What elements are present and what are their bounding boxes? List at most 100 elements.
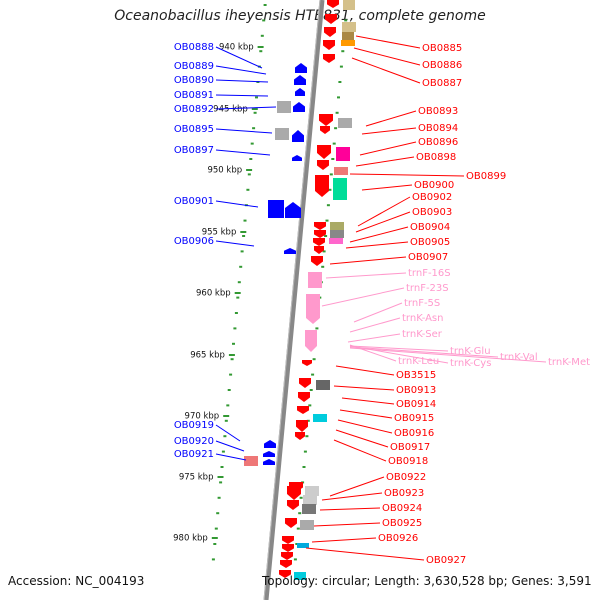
right-gene-label: OB0917	[390, 442, 430, 453]
reverse-gene-arrow	[314, 222, 326, 230]
reverse-gene-arrow	[323, 54, 335, 63]
reverse-gene-arrow	[298, 392, 310, 402]
rna-gene-label: trnK-Val	[500, 352, 538, 363]
scale-tick	[223, 415, 230, 417]
right-gene-label: OB0914	[396, 399, 436, 410]
misc-gene-block	[302, 504, 316, 514]
right-leader-line	[357, 196, 411, 227]
ruler-tick	[243, 219, 247, 222]
ruler-tick	[325, 219, 329, 222]
right-gene-label: OB0918	[388, 456, 428, 467]
left-leader-line	[215, 240, 255, 247]
rna-leader-line	[349, 345, 449, 352]
ruler-tick	[239, 265, 243, 268]
ruler-tick	[221, 450, 225, 453]
reverse-gene-arrow	[287, 500, 299, 510]
misc-gene-block	[277, 101, 291, 113]
left-gene-label: OB0888	[174, 42, 214, 53]
left-gene-label: OB0895	[174, 124, 214, 135]
ruler-tick	[321, 265, 325, 268]
scale-label: 980 kbp	[173, 534, 208, 544]
rna-gene-arrow	[306, 294, 320, 324]
right-gene-label: OB0925	[382, 518, 422, 529]
right-gene-label: OB0887	[422, 78, 462, 89]
ruler-tick	[344, 19, 348, 22]
right-leader-line	[321, 492, 383, 501]
ruler-tick	[299, 496, 303, 499]
left-gene-label: OB0897	[174, 145, 214, 156]
ruler-tick	[298, 512, 302, 515]
right-gene-label: OB0915	[394, 413, 434, 424]
ruler-tick	[326, 204, 330, 207]
right-leader-line	[335, 429, 389, 448]
right-leader-line	[335, 365, 395, 376]
ruler-tick	[229, 373, 233, 376]
reverse-gene-arrow	[302, 360, 312, 366]
left-leader-line	[215, 94, 269, 97]
misc-gene-block	[305, 486, 319, 496]
right-leader-line	[345, 241, 409, 249]
rna-gene-label: trnK-Cys	[450, 358, 491, 369]
left-leader-line	[215, 149, 271, 156]
left-gene-label: OB0920	[174, 436, 214, 447]
forward-gene-arrow	[295, 88, 305, 96]
reverse-gene-arrow	[315, 175, 329, 197]
ruler-tick	[334, 127, 338, 130]
misc-gene-block	[330, 230, 344, 238]
misc-gene-block	[300, 520, 314, 530]
forward-gene-arrow	[284, 248, 296, 254]
rna-gene-label: trnF-23S	[406, 283, 449, 294]
reverse-gene-arrow	[325, 14, 337, 24]
forward-gene-arrow	[294, 75, 306, 85]
right-leader-line	[353, 47, 421, 66]
rna-gene-labels: trnF-16S trnF-23S trnF-5S trnK-Asn trnK-Ser t…	[398, 268, 590, 369]
scale-label: 955 kbp	[202, 228, 237, 238]
left-gene-label: OB0889	[174, 61, 214, 72]
left-leader-line	[215, 65, 267, 75]
right-leader-line	[319, 507, 381, 511]
gene-features	[244, 0, 356, 580]
reverse-gene-arrow	[299, 378, 311, 388]
reverse-gene-arrow	[282, 536, 294, 544]
ruler-tick	[232, 342, 235, 345]
reverse-gene-arrow	[280, 560, 292, 568]
misc-gene-block	[330, 222, 344, 230]
ruler-tick	[312, 358, 316, 361]
rna-gene-label: trnK-Ser	[402, 329, 443, 340]
right-leader-line	[359, 141, 417, 156]
rna-leader-line	[353, 302, 403, 323]
rna-leader-line	[349, 317, 401, 333]
reverse-gene-arrow	[295, 432, 305, 440]
ruler-tick	[324, 235, 328, 237]
left-leader-line	[215, 79, 269, 83]
ruler-tick	[328, 188, 332, 191]
left-leader-line	[215, 440, 245, 452]
ruler-tick	[293, 558, 297, 561]
ruler-tick	[246, 188, 250, 191]
reverse-gene-arrow	[287, 486, 301, 500]
ruler-tick	[315, 327, 319, 330]
reverse-gene-arrow	[317, 160, 329, 170]
ruler-tick	[332, 142, 336, 145]
forward-gene-arrow	[295, 63, 307, 73]
misc-gene-block	[275, 128, 289, 140]
left-gene-label: OB0921	[174, 449, 214, 460]
right-gene-label: OB0916	[394, 428, 434, 439]
left-gene-label: OB0890	[174, 75, 214, 86]
rna-leader-line	[349, 347, 547, 363]
ruler-tick	[309, 389, 313, 391]
right-gene-label: OB0902	[412, 192, 452, 203]
reverse-gene-arrow	[323, 40, 335, 50]
right-leader-line	[341, 397, 395, 405]
right-gene-label: OB0923	[384, 488, 424, 499]
ruler-tick	[240, 250, 244, 253]
right-gene-label: OB0893	[418, 106, 458, 117]
rna-leader-line	[325, 272, 407, 279]
misc-gene-block	[303, 495, 317, 505]
rna-gene-arrow	[305, 330, 317, 352]
right-gene-label: OB0885	[422, 43, 462, 54]
ruler-tick	[308, 404, 312, 407]
right-leader-line	[365, 110, 417, 127]
right-gene-label: OB0905	[410, 237, 450, 248]
left-leader-line	[215, 200, 259, 208]
